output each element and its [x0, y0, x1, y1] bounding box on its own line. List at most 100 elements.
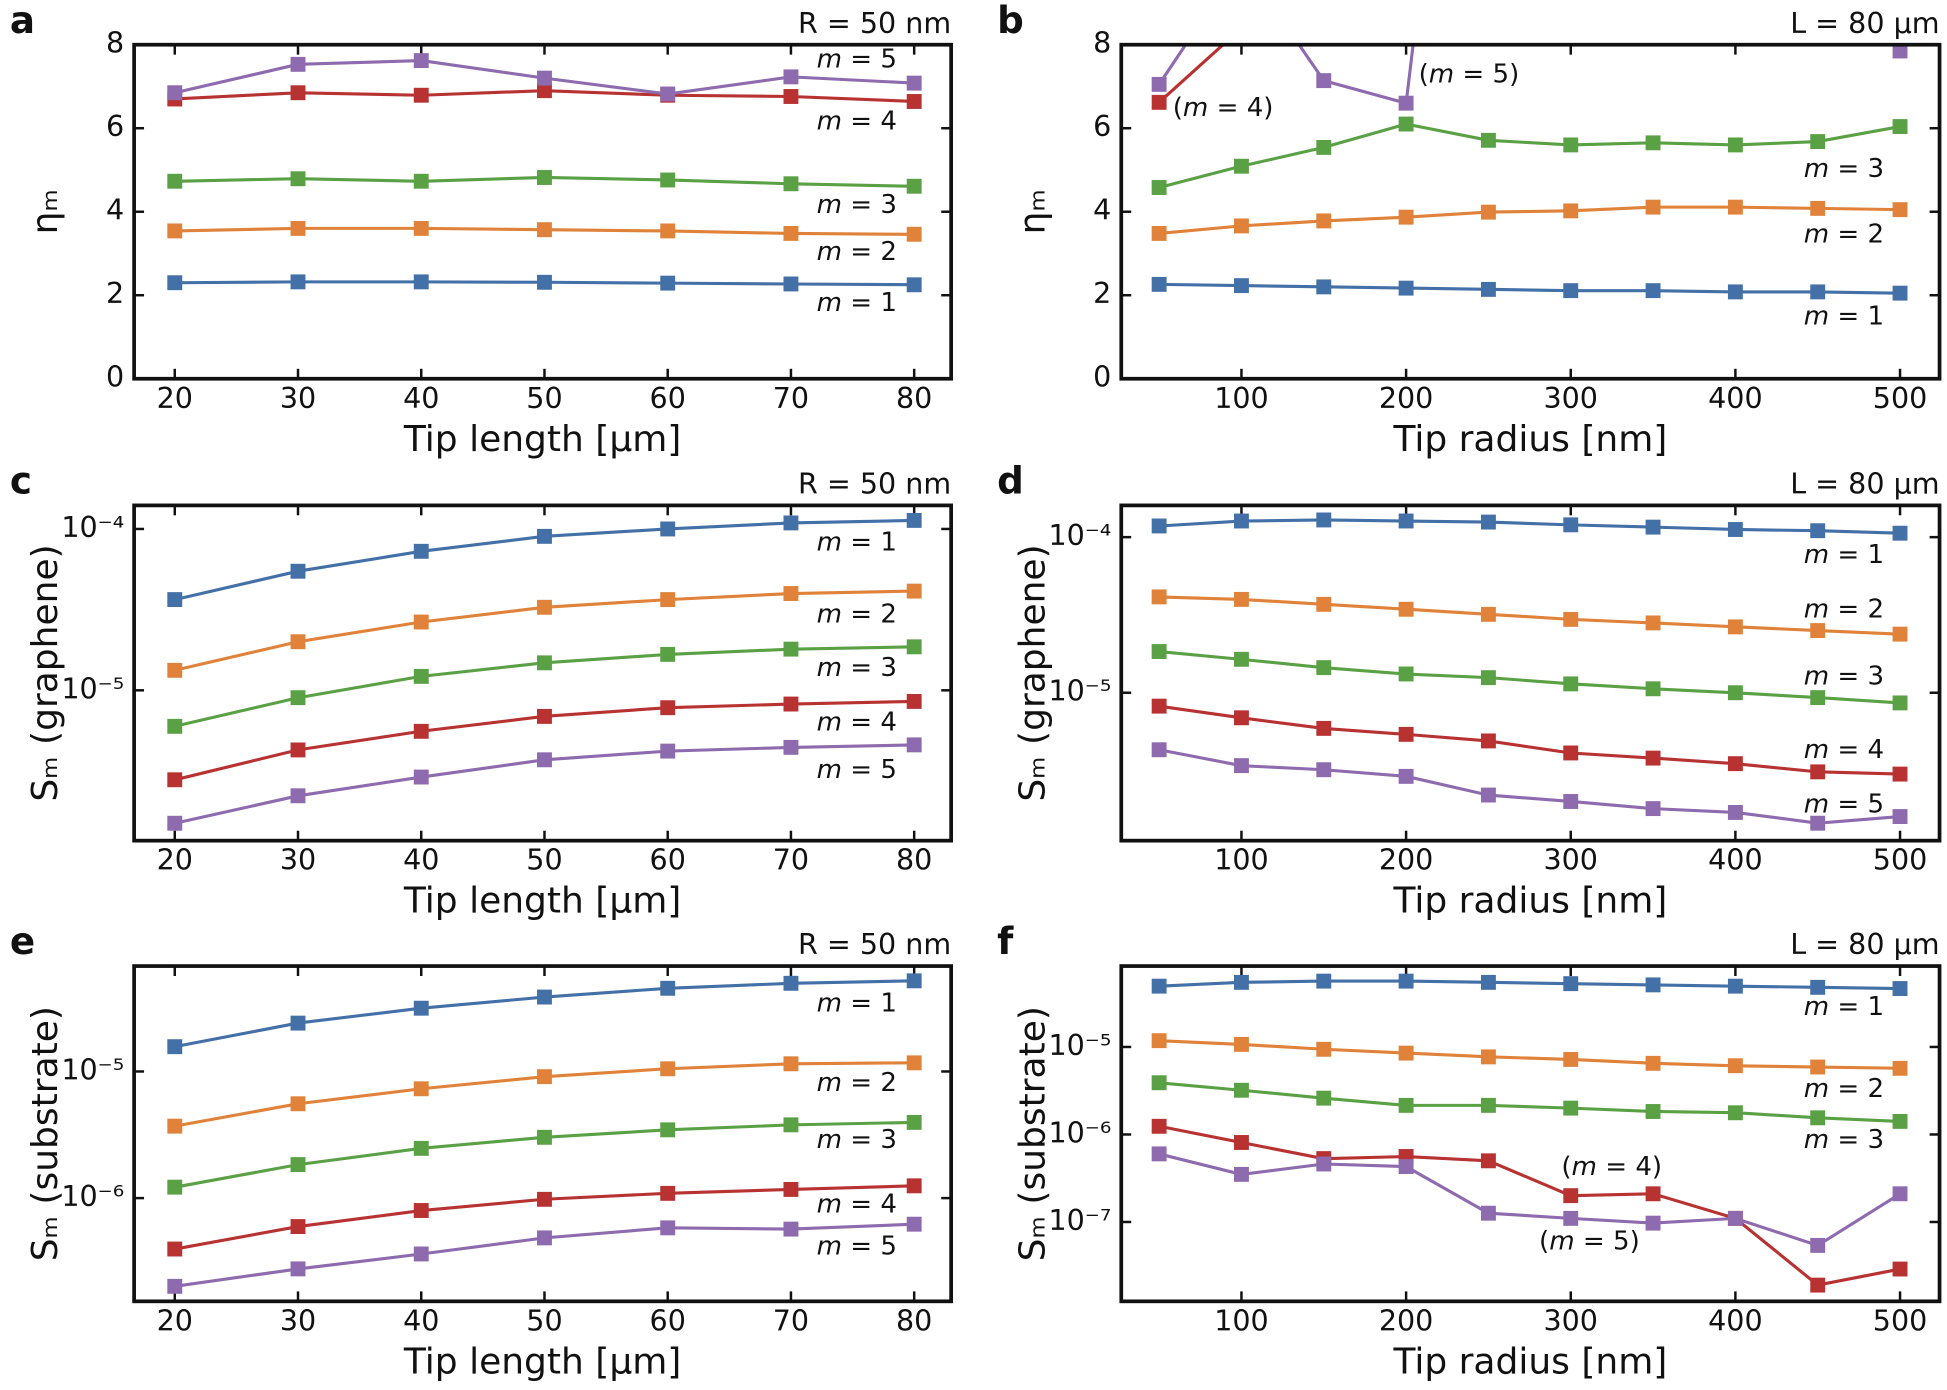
marker — [167, 173, 183, 189]
y-tick-label: 2 — [1093, 276, 1111, 310]
series — [167, 53, 922, 102]
marker — [1480, 606, 1496, 622]
marker — [1645, 681, 1661, 697]
x-tick-label: 50 — [526, 843, 562, 877]
x-tick-label: 500 — [1873, 1303, 1928, 1337]
marker — [1645, 977, 1661, 993]
y-axis-label: Sₘ (graphene) — [25, 544, 66, 801]
x-tick-label: 400 — [1708, 843, 1763, 877]
series — [167, 583, 922, 678]
marker — [906, 75, 922, 91]
marker — [1151, 76, 1167, 92]
marker — [1151, 518, 1167, 534]
series — [1151, 1118, 1908, 1293]
x-tick-label: 300 — [1543, 381, 1598, 415]
x-tick-label: 60 — [650, 843, 686, 877]
marker — [1398, 209, 1414, 225]
series-label: m = 1 — [817, 988, 897, 1018]
marker — [1234, 1082, 1249, 1098]
x-tick-label: 80 — [896, 381, 932, 415]
marker — [413, 173, 429, 189]
series — [1151, 698, 1908, 782]
x-tick-label: 30 — [280, 1303, 316, 1337]
marker — [413, 87, 429, 103]
marker — [660, 1122, 676, 1138]
marker — [1316, 660, 1332, 676]
corner-annotation: L = 80 μm — [1790, 6, 1939, 40]
corner-annotation: R = 50 nm — [798, 927, 951, 961]
marker — [167, 1241, 183, 1257]
y-tick-label: 10⁻⁵ — [1048, 1028, 1111, 1062]
marker — [1316, 596, 1332, 612]
marker — [1480, 281, 1496, 297]
marker — [167, 815, 183, 831]
series — [1151, 742, 1908, 831]
marker — [537, 1129, 552, 1145]
marker — [1892, 1060, 1908, 1076]
marker — [1892, 44, 1908, 59]
series-label: m = 2 — [817, 599, 897, 629]
series — [167, 737, 922, 831]
series-label: m = 1 — [1804, 992, 1884, 1022]
marker — [1480, 132, 1496, 148]
series — [1151, 644, 1908, 711]
x-tick-label: 500 — [1873, 843, 1928, 877]
marker — [1727, 1058, 1743, 1074]
marker — [1480, 204, 1496, 220]
x-tick-label: 80 — [896, 1303, 932, 1337]
line — [1159, 282, 1901, 295]
corner-annotation: L = 80 μm — [1790, 467, 1939, 501]
marker — [1234, 710, 1249, 726]
x-tick-label: 50 — [526, 381, 562, 415]
series — [1151, 589, 1908, 642]
x-tick-label: 60 — [650, 381, 686, 415]
marker — [1151, 589, 1167, 605]
marker — [660, 86, 676, 102]
line — [1158, 748, 1901, 825]
line — [1159, 518, 1901, 535]
marker — [1316, 213, 1332, 229]
line — [1158, 122, 1901, 190]
x-tick-label: 100 — [1214, 1303, 1269, 1337]
y-axis-label: ηₘ — [1012, 189, 1053, 234]
marker — [1563, 976, 1579, 992]
marker — [537, 528, 552, 544]
marker — [1645, 1104, 1661, 1119]
plot-frame — [1119, 42, 1942, 381]
marker — [1398, 513, 1414, 529]
marker — [167, 1278, 183, 1294]
marker — [1151, 1118, 1167, 1134]
series-label: m = 1 — [817, 527, 897, 557]
marker — [906, 226, 922, 242]
marker — [537, 1069, 552, 1085]
marker — [413, 1000, 429, 1016]
marker — [1480, 1205, 1496, 1221]
x-tick-label: 20 — [157, 381, 193, 415]
marker — [413, 220, 429, 236]
line — [1158, 1152, 1901, 1248]
marker — [167, 772, 183, 788]
marker — [167, 223, 183, 239]
marker — [1234, 278, 1249, 294]
marker — [783, 1182, 799, 1197]
y-axis-label: Sₘ (substrate) — [1012, 1006, 1053, 1261]
x-tick-label: 20 — [157, 1303, 193, 1337]
corner-annotation: R = 50 nm — [798, 467, 951, 501]
marker — [1480, 733, 1496, 749]
series — [167, 639, 922, 734]
marker — [906, 1216, 922, 1232]
x-tick-label: 70 — [773, 1303, 809, 1337]
series-label: m = 4 — [817, 1189, 897, 1219]
marker — [1563, 1188, 1579, 1204]
marker — [290, 563, 306, 579]
marker — [1810, 1237, 1826, 1253]
series — [167, 220, 922, 242]
marker — [1892, 525, 1908, 541]
marker — [1892, 285, 1908, 301]
marker — [1316, 139, 1332, 155]
series — [1151, 1075, 1908, 1129]
x-tick-label: 500 — [1873, 381, 1928, 415]
marker — [660, 275, 676, 291]
marker — [1151, 644, 1167, 659]
